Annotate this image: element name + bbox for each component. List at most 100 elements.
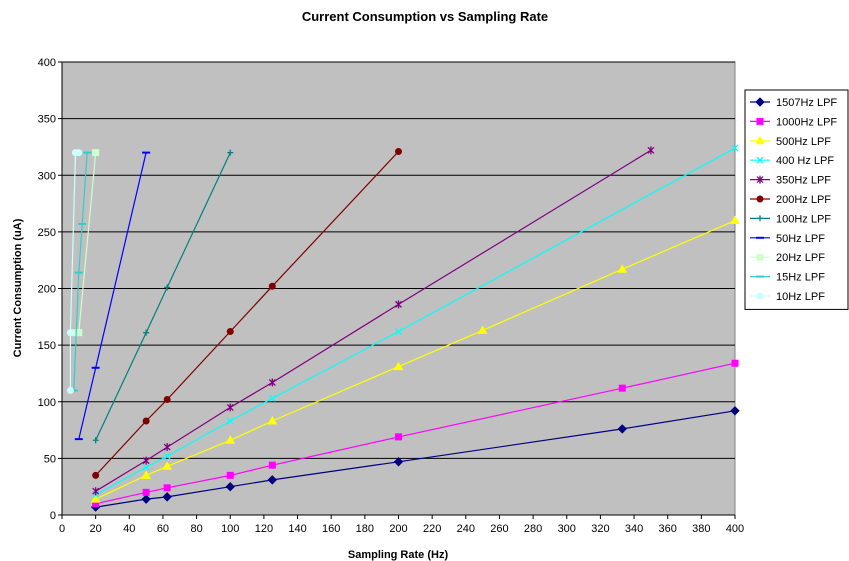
data-point (163, 443, 171, 452)
legend-marker (755, 135, 765, 145)
x-axis-title: Sampling Rate (Hz) (348, 549, 449, 561)
data-point (268, 461, 276, 469)
data-point (141, 494, 151, 504)
series-line (95, 152, 231, 441)
data-point (730, 406, 740, 416)
legend: 1507Hz LPF 1000Hz LPF 500Hz LPF 400 Hz LPF 3… (744, 89, 849, 310)
legend-box (744, 89, 849, 310)
data-point (162, 461, 173, 470)
x-tick-label: 300 (558, 523, 576, 535)
data-point (617, 264, 628, 273)
data-point (225, 481, 235, 492)
data-point (226, 403, 234, 412)
data-point (66, 386, 74, 394)
x-tick-label: 180 (356, 523, 374, 535)
x-tick-label: 80 (190, 523, 202, 535)
y-tick-label: 100 (38, 397, 56, 409)
legend-item: 100Hz LPF (750, 213, 831, 225)
legend-marker (756, 292, 764, 300)
series-350hz-lpf (92, 146, 655, 496)
legend-label: 500Hz LPF (776, 136, 831, 148)
series-500hz-lpf (90, 215, 740, 503)
data-point (267, 475, 278, 485)
data-point (268, 282, 276, 290)
y-tick-label: 50 (44, 453, 56, 465)
legend-marker (756, 156, 764, 164)
legend-label: 20Hz LPF (776, 252, 825, 264)
series-100hz-lpf (92, 149, 234, 444)
y-tick-label: 300 (38, 170, 56, 182)
data-point (142, 417, 150, 425)
x-tick-label: 60 (157, 523, 169, 535)
data-point (75, 149, 83, 157)
legend-label: 400 Hz LPF (776, 155, 834, 167)
legend-item: 15Hz LPF (750, 272, 825, 284)
series-1507hz-lpf (90, 406, 740, 512)
x-tick-label: 160 (322, 523, 340, 535)
x-tick-label: 100 (221, 523, 239, 535)
data-point (617, 424, 627, 434)
data-point (142, 463, 150, 471)
legend-item: 400 Hz LPF (750, 155, 834, 167)
x-tick-label: 360 (659, 523, 677, 535)
x-tick-label: 20 (90, 523, 102, 535)
legend-label: 10Hz LPF (776, 291, 825, 303)
data-point (395, 147, 402, 155)
data-point (731, 144, 739, 152)
data-point (92, 149, 100, 157)
legend-marker (756, 253, 764, 261)
data-point (393, 457, 404, 467)
legend-item: 1000Hz LPF (750, 116, 837, 128)
y-tick-label: 150 (38, 340, 56, 352)
data-point (66, 329, 74, 337)
y-axis-title: Current Consumption (uA) (12, 218, 24, 357)
data-point (92, 471, 100, 479)
data-point (164, 284, 171, 291)
series-10hz-lpf (66, 149, 83, 394)
chart-title: Current Consumption vs Sampling Rate (302, 9, 548, 24)
x-tick-label: 340 (625, 523, 643, 535)
x-tick-label: 0 (59, 523, 65, 535)
data-point (268, 378, 276, 387)
series-1000hz-lpf (92, 359, 739, 508)
data-point (731, 359, 739, 367)
x-tick-label: 320 (591, 523, 609, 535)
data-point (618, 384, 626, 392)
data-point (395, 433, 402, 441)
legend-item: 50Hz LPF (750, 233, 825, 245)
legend-label: 350Hz LPF (776, 175, 831, 187)
data-point (163, 452, 171, 460)
data-point (92, 437, 99, 444)
data-point (477, 325, 488, 334)
legend-marker (756, 117, 764, 125)
data-point (162, 492, 172, 502)
series-200hz-lpf (92, 147, 402, 479)
x-tick-label: 120 (255, 523, 273, 535)
y-tick-label: 400 (38, 57, 56, 69)
legend-label: 15Hz LPF (776, 272, 825, 284)
legend-item: 10Hz LPF (750, 291, 825, 303)
data-point (90, 494, 101, 503)
legend-label: 50Hz LPF (776, 233, 825, 245)
legend-item: 1507Hz LPF (750, 97, 837, 109)
legend-item: 500Hz LPF (750, 135, 831, 148)
x-tick-label: 140 (288, 523, 306, 535)
data-point (141, 470, 151, 479)
y-tick-label: 250 (38, 227, 56, 239)
y-tick-label: 0 (50, 510, 56, 522)
data-point (163, 484, 171, 492)
x-tick-label: 220 (423, 523, 441, 535)
x-tick-label: 280 (524, 523, 542, 535)
data-point (142, 488, 150, 496)
legend-label: 1507Hz LPF (776, 97, 837, 109)
y-tick-label: 350 (38, 114, 56, 126)
x-tick-label: 200 (389, 523, 407, 535)
legend-marker (757, 215, 763, 222)
legend-item: 20Hz LPF (750, 252, 825, 264)
data-point (226, 328, 234, 336)
data-point (143, 329, 150, 336)
data-point (647, 146, 655, 155)
data-point (163, 395, 171, 403)
data-point (227, 149, 234, 156)
